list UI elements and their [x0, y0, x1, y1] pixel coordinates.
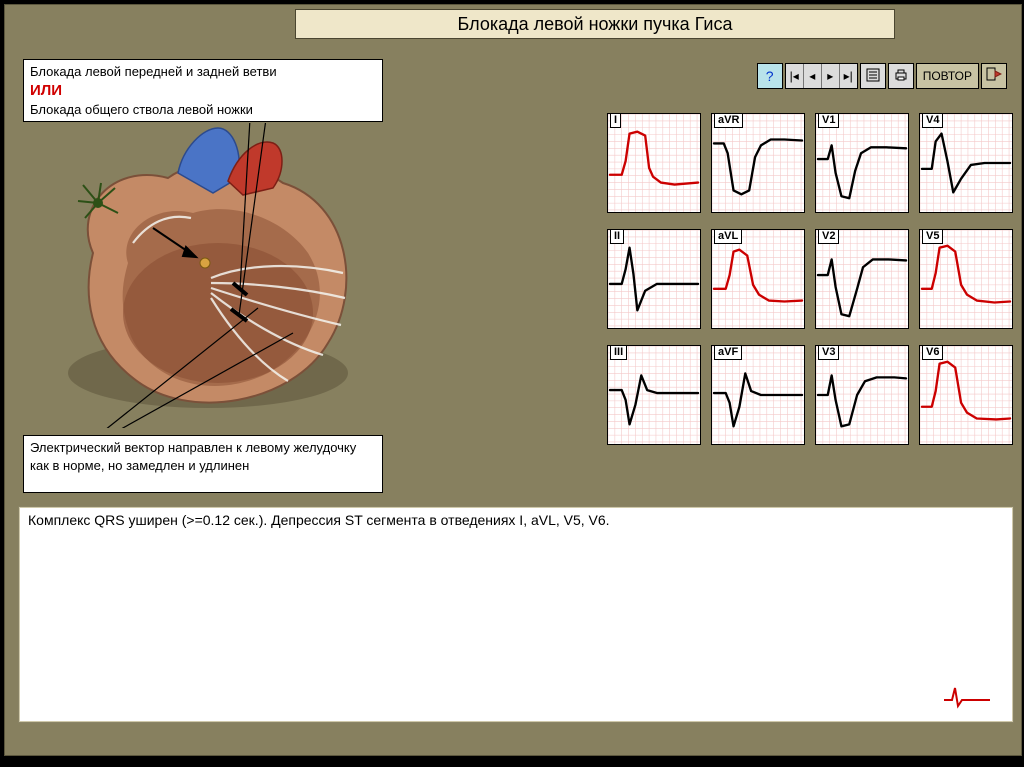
ecg-tile-avr[interactable]: aVR	[711, 113, 805, 213]
caption-or-word: ИЛИ	[30, 82, 62, 99]
help-icon: ?	[766, 69, 774, 83]
lead-label: V5	[922, 229, 943, 244]
findings-text: Комплекс QRS уширен (>=0.12 сек.). Депре…	[28, 512, 610, 528]
ecg-tile-avf[interactable]: aVF	[711, 345, 805, 445]
list-button[interactable]	[860, 63, 886, 89]
exit-button[interactable]	[981, 63, 1007, 89]
skip-fwd-icon: ▸|	[844, 69, 853, 83]
left-caption-panel: Блокада левой передней и задней ветви ИЛ…	[23, 59, 383, 122]
skip-back-icon: |◂	[790, 69, 799, 83]
print-icon	[894, 68, 908, 84]
ecg-tile-avl[interactable]: aVL	[711, 229, 805, 329]
lead-label: V1	[818, 113, 839, 128]
lead-label: aVL	[714, 229, 742, 244]
mini-ecg-icon	[942, 678, 992, 713]
repeat-button[interactable]: ПОВТОР	[916, 63, 979, 89]
lead-label: aVF	[714, 345, 742, 360]
app-shell: Блокада левой ножки пучка Гиса Блокада л…	[4, 4, 1022, 756]
ecg-tile-i[interactable]: I	[607, 113, 701, 213]
next-icon: ▸	[827, 69, 833, 83]
nav-prev-button[interactable]: ◂	[804, 64, 822, 88]
lead-label: aVR	[714, 113, 743, 128]
lead-label: III	[610, 345, 627, 360]
print-button[interactable]	[888, 63, 914, 89]
vector-caption-panel: Электрический вектор направлен к левому …	[23, 435, 383, 493]
findings-panel: Комплекс QRS уширен (>=0.12 сек.). Депре…	[19, 507, 1013, 722]
ecg-tile-v3[interactable]: V3	[815, 345, 909, 445]
vector-caption-text: Электрический вектор направлен к левому …	[30, 440, 356, 473]
ecg-tile-v4[interactable]: V4	[919, 113, 1013, 213]
nav-next-button[interactable]: ▸	[822, 64, 840, 88]
help-button[interactable]: ?	[757, 63, 783, 89]
heart-illustration	[33, 123, 383, 428]
exit-icon	[986, 66, 1002, 87]
lead-label: V6	[922, 345, 943, 360]
ecg-lead-grid: IaVR V1 V4 II aVL V2 V5 III aVF V3 V6	[607, 113, 1015, 445]
lead-label: II	[610, 229, 624, 244]
prev-icon: ◂	[809, 69, 815, 83]
caption-line-2: Блокада общего ствола левой ножки	[30, 102, 253, 117]
toolbar: ? |◂ ◂ ▸ ▸|	[757, 63, 1007, 89]
nav-last-button[interactable]: ▸|	[840, 64, 857, 88]
nav-first-button[interactable]: |◂	[786, 64, 804, 88]
ecg-tile-v5[interactable]: V5	[919, 229, 1013, 329]
ecg-tile-iii[interactable]: III	[607, 345, 701, 445]
ecg-tile-ii[interactable]: II	[607, 229, 701, 329]
lead-label: V2	[818, 229, 839, 244]
lead-label: V4	[922, 113, 943, 128]
lead-label: I	[610, 113, 621, 128]
ecg-tile-v6[interactable]: V6	[919, 345, 1013, 445]
ecg-tile-v1[interactable]: V1	[815, 113, 909, 213]
caption-line-1: Блокада левой передней и задней ветви	[30, 64, 277, 79]
nav-group: |◂ ◂ ▸ ▸|	[785, 63, 858, 89]
ecg-tile-v2[interactable]: V2	[815, 229, 909, 329]
page-title: Блокада левой ножки пучка Гиса	[295, 9, 895, 39]
list-icon	[866, 68, 880, 84]
lead-label: V3	[818, 345, 839, 360]
repeat-label: ПОВТОР	[923, 69, 972, 83]
